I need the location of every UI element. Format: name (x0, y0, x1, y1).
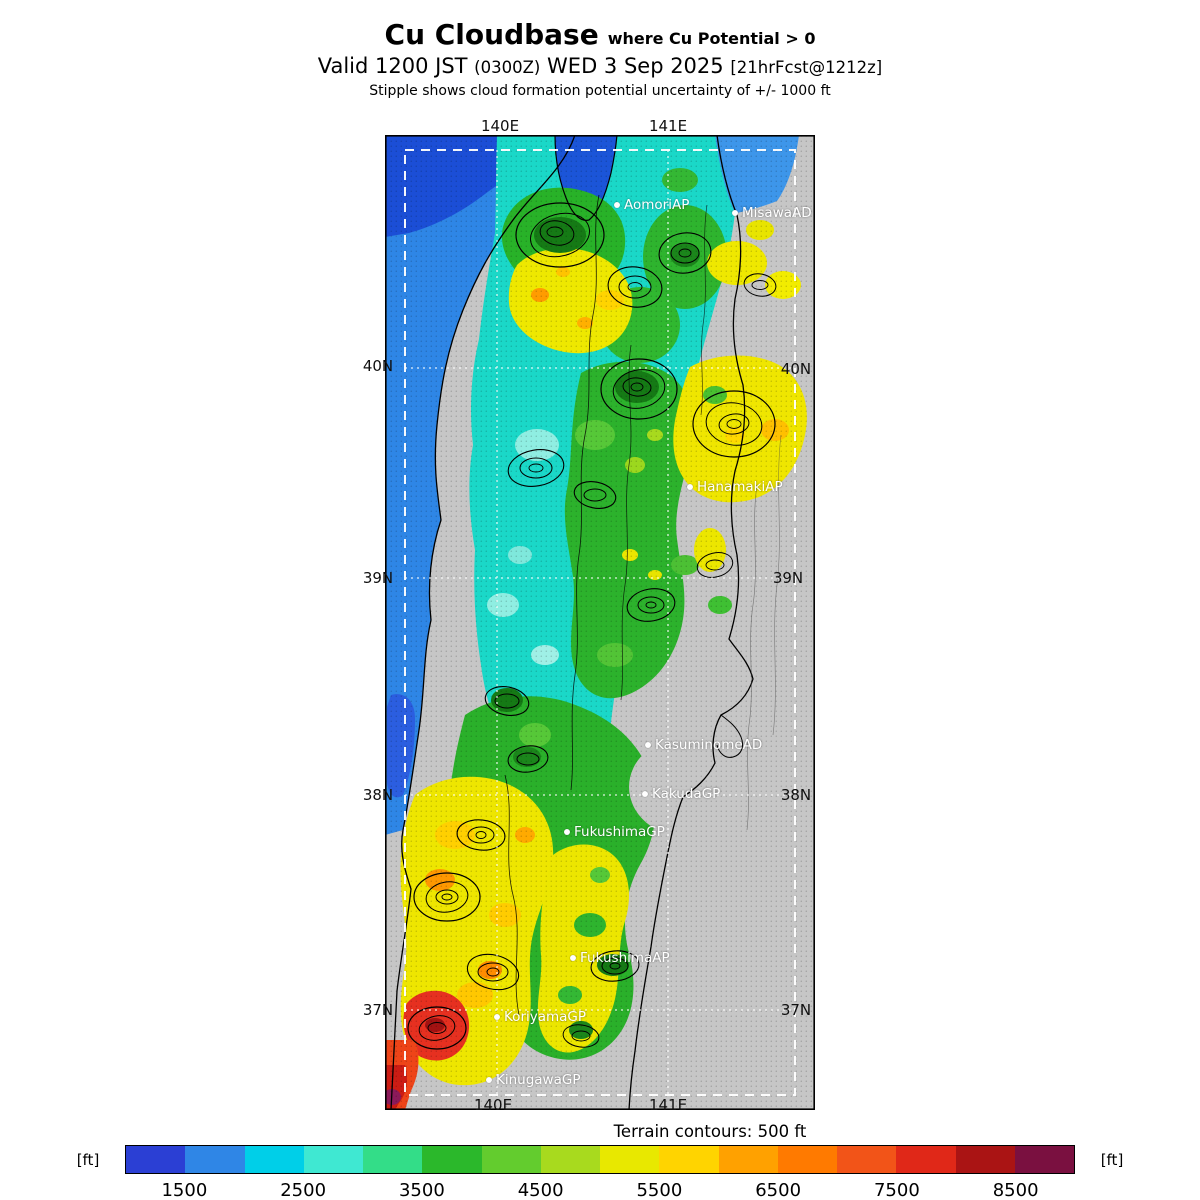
stipple-overlay (385, 135, 815, 1110)
colorbar-tick-3500: 3500 (398, 1180, 445, 1200)
colorbar-unit-right: [ft] (1100, 1151, 1124, 1169)
map-canvas: AomoriAP MisawaAD HanamakiAP KasuminomeAD Ka… (385, 135, 815, 1110)
latlon-grid-layer (404, 149, 796, 1096)
colorbar-tick-7500: 7500 (873, 1180, 920, 1200)
grid-label-140e: 140E (480, 117, 520, 135)
stipple-note: Stipple shows cloud formation potential … (369, 82, 831, 99)
colorbar-tick-8500: 8500 (992, 1180, 1039, 1200)
colorbar-segment-8 (600, 1146, 660, 1173)
colorbar-segment-4 (363, 1146, 423, 1173)
colorbar-segment-3 (303, 1146, 363, 1173)
forecast-reference: [21hrFcst@1212z] (730, 58, 883, 78)
valid-time-line: Valid 1200 JST (0300Z) WED 3 Sep 2025 [2… (0, 54, 1200, 80)
valid-zulu: (0300Z) (474, 58, 541, 78)
colorbar-segment-7 (540, 1146, 600, 1173)
colorbar-tick-2500: 2500 (280, 1180, 327, 1200)
colorbar-tick-6500: 6500 (755, 1180, 802, 1200)
colorbar-tick-4500: 4500 (517, 1180, 564, 1200)
colorbar-segment-11 (777, 1146, 837, 1173)
chart-header: Cu Cloudbase where Cu Potential > 0 Valid… (0, 18, 1200, 100)
colorbar-segment-13 (896, 1146, 956, 1173)
colorbar-segment-6 (481, 1146, 541, 1173)
terrain-contours-note: Terrain contours: 500 ft (613, 1122, 807, 1141)
colorbar-unit-left: [ft] (76, 1151, 100, 1169)
colorbar-tick-5500: 5500 (636, 1180, 683, 1200)
colorbar-segment-1 (185, 1146, 245, 1173)
map-graphic (385, 135, 815, 1110)
valid-date: WED 3 Sep 2025 (547, 54, 724, 79)
colorbar-ticks: 1500 2500 3500 4500 5500 6500 7500 8500 (125, 1180, 1075, 1200)
valid-prefix: Valid 1200 JST (317, 54, 468, 79)
colorbar-segment-0 (126, 1146, 186, 1173)
grid-label-141e: 141E (648, 117, 688, 135)
map-frame (385, 135, 815, 1110)
colorbar-segment-15 (1014, 1146, 1074, 1173)
colorbar-segment-12 (837, 1146, 897, 1173)
title-line: Cu Cloudbase where Cu Potential > 0 (0, 18, 1200, 52)
chart-title-condition: where Cu Potential > 0 (607, 29, 816, 48)
colorbar-tick-1500: 1500 (161, 1180, 208, 1200)
map-layers (385, 135, 815, 1110)
colorbar-segment-10 (718, 1146, 778, 1173)
chart-title: Cu Cloudbase (384, 18, 599, 51)
colorbar (125, 1145, 1075, 1174)
colorbar-segment-2 (244, 1146, 304, 1173)
colorbar-segment-14 (955, 1146, 1015, 1173)
colorbar-segment-5 (422, 1146, 482, 1173)
colorbar-segment-9 (659, 1146, 719, 1173)
